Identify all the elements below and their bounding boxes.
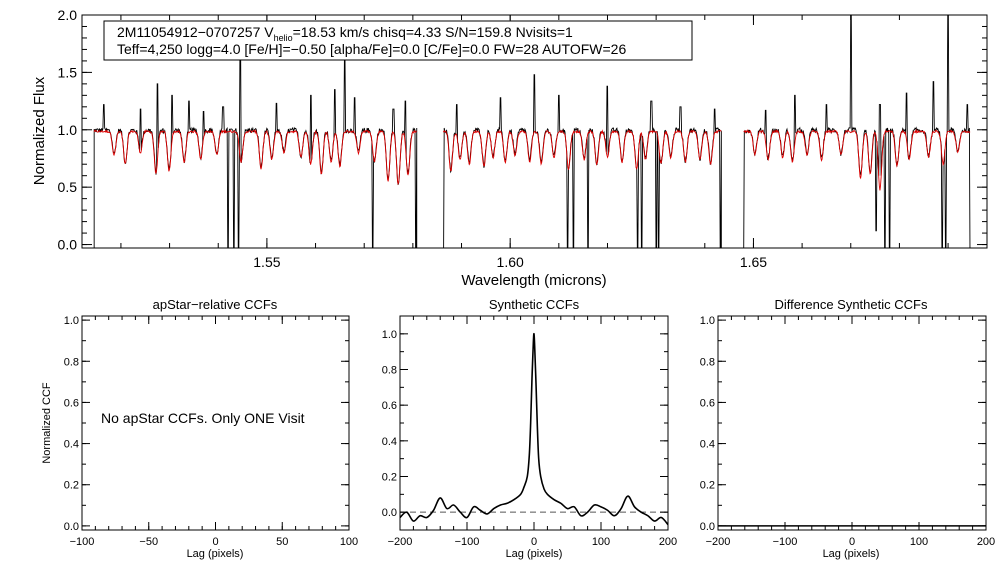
spectrum-y-axis-label: Normalized Flux: [31, 76, 48, 185]
synthetic-ccf-x-tick-label: 0: [531, 536, 537, 548]
difference-ccf-ticks: −200 −100 0 100 200 0.0 0.2 0.4 0.6 0.8 1.0: [700, 315, 995, 548]
apstar-ccf-y-axis-label: Normalized CCF: [41, 382, 53, 464]
difference-ccf-x-tick-label: 100: [910, 536, 928, 548]
difference-ccf-panel: Difference Synthetic CCFs −200 −100 0 100 20…: [700, 297, 995, 560]
synthetic-ccf-y-tick-label: 0.8: [382, 365, 397, 377]
synthetic-ccf-x-tick-label: −100: [455, 536, 480, 548]
apstar-ccf-x-axis-label: Lag (pixels): [187, 548, 244, 560]
spectrum-info-box: [103, 20, 693, 61]
apstar-ccf-x-tick-label: −100: [70, 536, 95, 548]
spectrum-y-tick-label: 2.0: [58, 7, 78, 23]
difference-ccf-y-tick-label: 1.0: [700, 315, 715, 327]
spectrum-y-ticks: 0.0 0.5 1.0 1.5 2.0: [58, 7, 78, 253]
synthetic-ccf-x-tick-label: 200: [659, 536, 677, 548]
difference-ccf-y-tick-label: 0.6: [700, 397, 715, 409]
apstar-ccf-x-tick-label: 100: [340, 536, 358, 548]
spectrum-x-axis-label: Wavelength (microns): [461, 272, 606, 289]
apstar-ccf-title: apStar−relative CCFs: [153, 297, 278, 312]
synthetic-ccf-y-tick-label: 0.0: [382, 507, 397, 519]
apstar-ccf-panel: apStar−relative CCFs −100 −50 0 50 100 0.0 0.2…: [41, 297, 358, 560]
difference-ccf-y-tick-label: 0.0: [700, 521, 715, 533]
spectrum-info-line-1: 2M11054912−0707257 Vhelio=18.53 km/s chi…: [117, 24, 573, 43]
spectrum-x-ticks: 1.55 1.60 1.65: [82, 14, 987, 270]
apstar-ccf-y-tick-label: 0.4: [64, 439, 79, 451]
spectrum-plot-frame: [81, 14, 988, 249]
model-spectrum-line: [442, 129, 722, 172]
synthetic-ccf-y-tick-label: 0.2: [382, 472, 397, 484]
synthetic-ccf-panel: Synthetic CCFs −200 −100 0 100 200 0.0 0.2 0.4 0…: [382, 297, 677, 560]
synthetic-ccf-y-tick-label: 0.6: [382, 400, 397, 412]
difference-ccf-title: Difference Synthetic CCFs: [775, 297, 928, 312]
synthetic-ccf-y-tick-label: 0.4: [382, 436, 397, 448]
model-spectrum-line: [743, 128, 971, 191]
synthetic-ccf-y-tick-label: 1.0: [382, 329, 397, 341]
difference-ccf-x-tick-label: 0: [849, 536, 855, 548]
apstar-ccf-x-tick-label: −50: [139, 536, 158, 548]
difference-ccf-y-tick-label: 0.2: [700, 480, 715, 492]
difference-ccf-x-tick-label: −100: [773, 536, 798, 548]
spectrum-x-tick-label: 1.55: [253, 254, 280, 270]
difference-ccf-x-tick-label: 200: [977, 536, 995, 548]
spectrum-x-tick-label: 1.60: [497, 254, 524, 270]
spectrum-panel: 0.0 0.5 1.0 1.5 2.0 1.55 1.60 1.65 Wavelength …: [31, 7, 988, 289]
model-spectrum-line: [93, 128, 417, 186]
synthetic-ccf-x-tick-label: −200: [388, 536, 413, 548]
apstar-ccf-y-tick-label: 0.8: [64, 356, 79, 368]
apstar-ccf-y-tick-label: 0.2: [64, 480, 79, 492]
difference-ccf-x-tick-label: −200: [706, 536, 731, 548]
synthetic-ccf-ticks: −200 −100 0 100 200 0.0 0.2 0.4 0.6 0.8 1.0: [382, 315, 677, 548]
apstar-ccf-y-tick-label: 0.6: [64, 397, 79, 409]
apstar-ccf-y-tick-label: 0.0: [64, 521, 79, 533]
difference-ccf-y-tick-label: 0.8: [700, 356, 715, 368]
synthetic-ccf-x-tick-label: 100: [592, 536, 610, 548]
spectrum-traces: [93, 14, 971, 249]
spectrum-y-tick-label: 0.5: [58, 179, 78, 195]
apstar-ccf-y-tick-label: 1.0: [64, 315, 79, 327]
difference-ccf-plot-frame: [717, 315, 987, 531]
difference-ccf-x-axis-label: Lag (pixels): [823, 548, 880, 560]
spectrum-y-tick-label: 0.0: [58, 237, 78, 253]
apstar-ccf-x-tick-label: 0: [212, 536, 218, 548]
synthetic-ccf-x-axis-label: Lag (pixels): [506, 548, 563, 560]
spectrum-y-tick-label: 1.0: [58, 122, 78, 138]
synthetic-ccf-line: [399, 332, 669, 526]
spectrum-info-line-2: Teff=4,250 logg=4.0 [Fe/H]=−0.50 [alpha/…: [117, 41, 626, 57]
spectrum-x-tick-label: 1.65: [740, 254, 767, 270]
apstar-ccf-ticks: −100 −50 0 50 100 0.0 0.2 0.4 0.6 0.8 1.0: [64, 315, 358, 548]
synthetic-ccf-traces: [399, 332, 669, 526]
difference-ccf-y-tick-label: 0.4: [700, 439, 715, 451]
apstar-ccf-note: No apStar CCFs. Only ONE Visit: [101, 410, 305, 426]
spectrum-y-tick-label: 1.5: [58, 64, 78, 80]
apstar-ccf-x-tick-label: 50: [276, 536, 288, 548]
synthetic-ccf-title: Synthetic CCFs: [489, 297, 580, 312]
